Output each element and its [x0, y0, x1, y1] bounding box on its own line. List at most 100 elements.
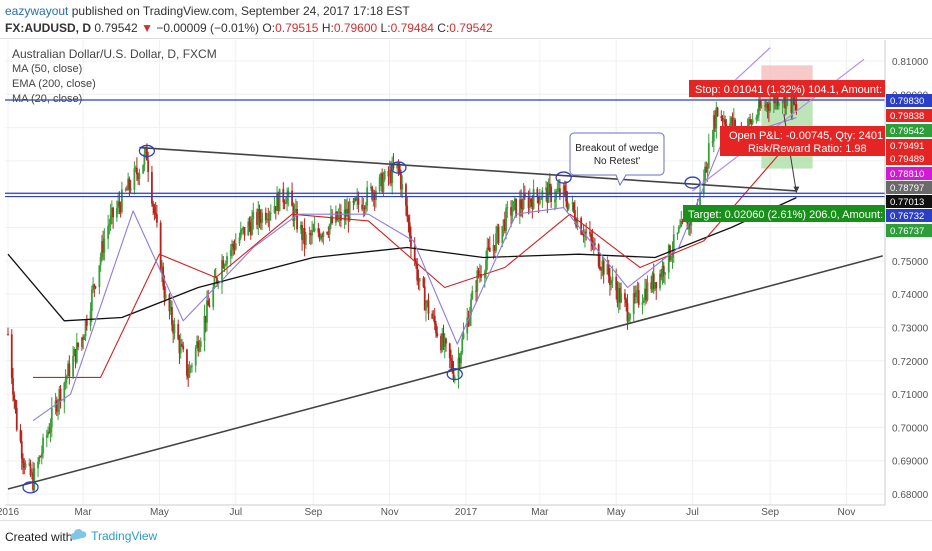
candle-body	[632, 293, 635, 315]
candle-body	[460, 352, 462, 364]
candle-body	[581, 233, 584, 235]
candle-body	[654, 282, 656, 289]
candle-body	[189, 366, 192, 368]
candle-body	[39, 456, 42, 458]
pivot-circle[interactable]	[446, 367, 463, 381]
candle-body	[721, 118, 724, 122]
candle-body	[457, 357, 460, 378]
candle-body	[513, 198, 516, 202]
candle-body	[711, 141, 714, 144]
candle-body	[629, 314, 631, 320]
candle-body	[729, 123, 731, 129]
candle-body	[284, 203, 287, 205]
pnl-label: Open P&L: -0.00745, Qty: 2401 Risk/Rewar…	[720, 126, 885, 156]
chart-area[interactable]	[0, 38, 932, 521]
candle-body	[417, 280, 420, 282]
candle-body	[651, 273, 654, 290]
legend-ema200[interactable]: EMA (200, close)	[12, 78, 96, 90]
candle-body	[776, 95, 779, 106]
candle-body	[268, 213, 271, 221]
candle-body	[179, 344, 182, 354]
candle-body	[159, 222, 162, 271]
candle-body	[766, 103, 769, 109]
legend-ma50[interactable]: MA (50, close)	[12, 63, 83, 75]
candle-body	[55, 400, 58, 412]
symbol-label: FX:AUDUSD, D	[5, 21, 91, 35]
candle-body	[558, 188, 561, 197]
breakout-callout[interactable]: Breakout of wedge No Retest'	[569, 132, 665, 187]
created-with-text: Created with	[5, 530, 73, 544]
candle-body	[37, 461, 39, 469]
candle-body	[47, 431, 49, 435]
price-badge-text: 0.79838	[890, 111, 924, 122]
candle-body	[436, 333, 439, 337]
wedge-lower-trendline[interactable]	[7, 255, 883, 490]
candle-body	[400, 173, 402, 190]
pivot-circle[interactable]	[138, 144, 156, 158]
candle-body	[336, 211, 339, 221]
candle-body	[362, 207, 365, 210]
candle-body	[154, 213, 157, 215]
projection-arrow-head	[793, 186, 800, 193]
candle-body	[151, 172, 153, 204]
open-value: 0.79515	[275, 21, 319, 35]
candle-body	[14, 400, 17, 408]
pivot-circle[interactable]	[22, 481, 39, 494]
candle-body	[331, 216, 334, 224]
candle-body	[90, 289, 93, 312]
candle-body	[169, 307, 172, 312]
author-link[interactable]: eazywayout	[5, 4, 69, 18]
candle-body	[749, 119, 751, 121]
candle-body	[12, 378, 14, 395]
price-badge	[886, 167, 932, 180]
candle-body	[610, 280, 613, 285]
candle-body	[620, 293, 623, 303]
candle-body	[730, 117, 733, 124]
candle-body	[249, 225, 252, 235]
candle-body	[182, 345, 185, 350]
candle-body	[7, 334, 9, 336]
pivot-circle[interactable]	[684, 176, 701, 189]
candle-body	[669, 245, 671, 260]
candle-body	[343, 209, 346, 221]
candle-body	[13, 394, 16, 401]
candle-body	[531, 202, 534, 209]
candle-body	[594, 243, 596, 245]
chart-legend: Australian Dollar/U.S. Dollar, D, FXCM M…	[12, 47, 217, 107]
candle-body	[433, 315, 436, 324]
candle-body	[432, 315, 435, 319]
candle-body	[576, 218, 579, 227]
candle-body	[563, 185, 566, 191]
candle-body	[339, 211, 342, 221]
candle-body	[541, 190, 544, 199]
legend-ma20[interactable]: MA (20, close)	[12, 93, 83, 105]
candle-body	[731, 117, 734, 127]
candle-body	[635, 291, 638, 297]
candle-body	[213, 276, 216, 288]
candle-body	[407, 216, 410, 223]
wedge-upper-trendline[interactable]	[139, 146, 797, 192]
candle-body	[599, 266, 601, 270]
candle-body	[199, 341, 202, 348]
stop-label-text: Stop: 0.01041 (1.32%) 104.1, Amount:	[695, 84, 882, 96]
axes: 0.810000.800000.760000.750000.740000.730…	[0, 40, 932, 518]
pivot-circle[interactable]	[390, 161, 407, 174]
candle-body	[483, 272, 486, 278]
candle-body	[505, 208, 507, 231]
candle-body	[129, 188, 132, 190]
price-change: −0.00009 (−0.01%)	[156, 21, 260, 35]
target-label: Target: 0.02060 (2.61%) 206.0, Amount:	[683, 205, 885, 222]
candle-body	[573, 210, 576, 222]
drawings[interactable]	[5, 47, 885, 494]
candle-body	[644, 288, 646, 301]
candle-body	[755, 117, 758, 120]
pivot-circle[interactable]	[555, 171, 572, 184]
candle-body	[470, 299, 472, 315]
candle-body	[720, 116, 723, 119]
tradingview-brand[interactable]: TradingView	[70, 529, 157, 543]
time-tick-label: 2016	[0, 507, 20, 518]
candle-body	[243, 226, 246, 236]
candle-body	[381, 173, 384, 192]
candle-body	[390, 169, 392, 184]
